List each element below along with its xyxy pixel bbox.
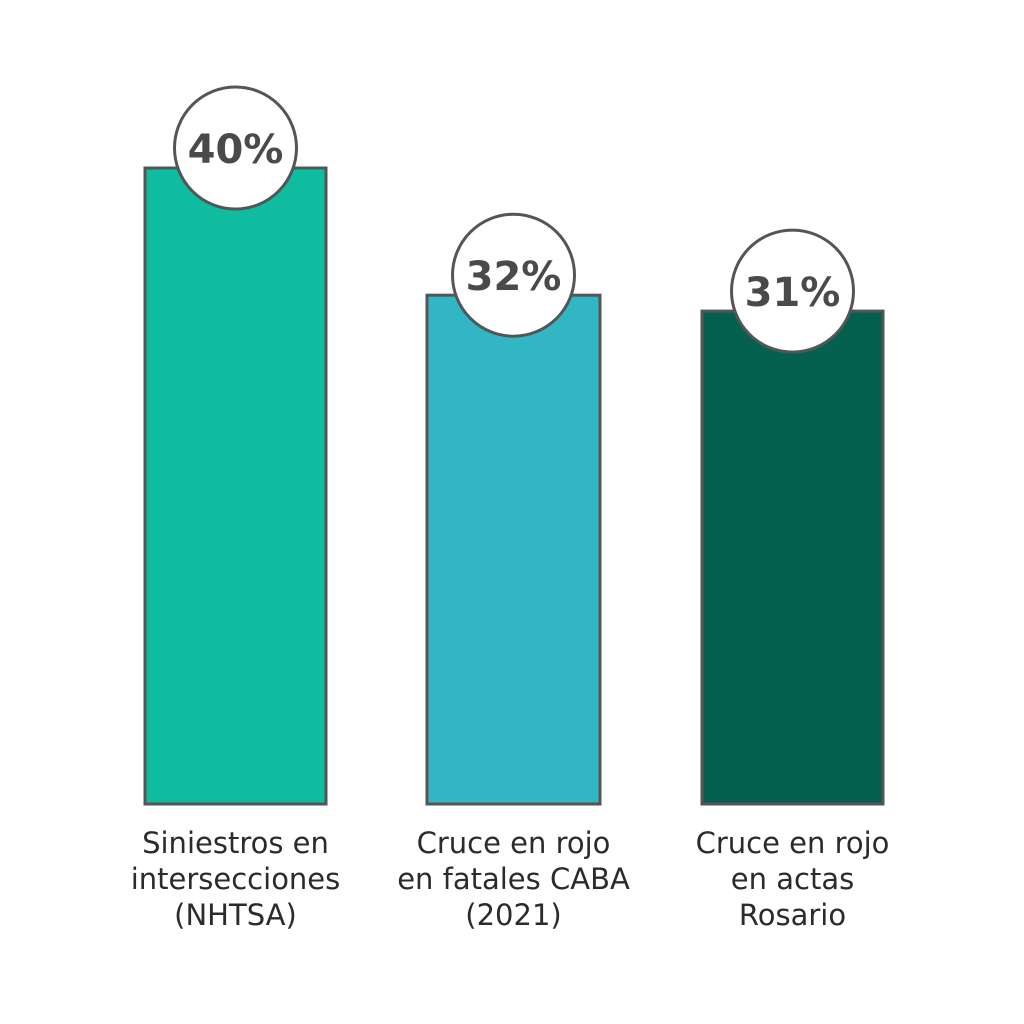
category-label-2-line-1: Cruce en rojo [417, 826, 611, 860]
category-label-3-line-1: Cruce en rojo [696, 826, 890, 860]
category-label-1-line-3: (NHTSA) [174, 898, 297, 932]
bar-1 [143, 166, 328, 806]
category-label-2-line-3: (2021) [465, 898, 561, 932]
category-label-2: Cruce en rojo en fatales CABA (2021) [397, 826, 630, 932]
category-label-3: Cruce en rojo en actas Rosario [696, 826, 890, 932]
category-label-1-line-2: intersecciones [131, 862, 341, 896]
value-label-2: 32% [466, 254, 562, 300]
category-label-2-line-2: en fatales CABA [397, 862, 630, 896]
value-label-3: 31% [745, 270, 841, 316]
bar-3 [700, 309, 885, 806]
category-label-1-line-1: Siniestros en [142, 826, 329, 860]
category-label-1: Siniestros en intersecciones (NHTSA) [131, 826, 341, 932]
category-labels-layer: Siniestros en intersecciones (NHTSA) Cruce … [131, 826, 890, 932]
category-label-3-line-2: en actas [731, 862, 854, 896]
value-label-1: 40% [188, 127, 284, 173]
value-badge-3 [730, 228, 855, 354]
value-badge-1 [173, 85, 298, 211]
category-label-3-line-3: Rosario [739, 898, 846, 932]
bar-2 [425, 293, 602, 806]
value-badges-layer: 40% 32% 31% [173, 85, 855, 354]
value-badge-2 [451, 212, 576, 338]
